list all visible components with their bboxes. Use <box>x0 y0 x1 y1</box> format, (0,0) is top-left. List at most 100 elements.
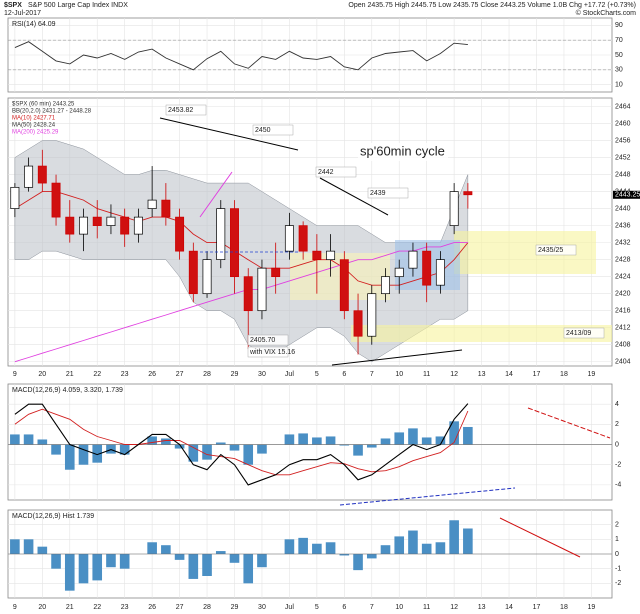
hist-bar <box>353 554 363 571</box>
bollinger-band <box>14 140 469 363</box>
line <box>14 408 469 476</box>
x-tick-label: 19 <box>588 604 596 611</box>
annotation: 2450 <box>255 127 271 134</box>
hist-bar <box>325 436 336 445</box>
annotation: with VIX 15.16 <box>249 349 295 356</box>
quote: Open 2435.75 High 2445.75 Low 2435.75 Cl… <box>348 2 636 9</box>
candle-body <box>463 191 473 196</box>
x-tick-label: 7 <box>370 371 374 378</box>
x-tick-label: 6 <box>342 371 346 378</box>
hist-bar <box>284 539 295 554</box>
annotation: 2405.70 <box>250 337 275 344</box>
hist-bar <box>78 554 89 584</box>
x-tick-label: 23 <box>121 371 129 378</box>
x-tick-label: 13 <box>478 371 486 378</box>
line <box>14 242 468 363</box>
hist-bar <box>421 437 432 445</box>
annotation: 2413/09 <box>566 330 591 337</box>
hist-bar <box>37 546 48 554</box>
hist-bar <box>229 444 240 451</box>
hist-bar <box>64 444 75 470</box>
y-tick-label: 1 <box>615 536 619 543</box>
x-tick-label: 18 <box>560 604 568 611</box>
y-tick-label: 2428 <box>615 256 631 263</box>
candle-body <box>92 216 102 226</box>
hist-bar <box>92 554 103 581</box>
x-tick-label: 13 <box>478 604 486 611</box>
line <box>14 191 469 286</box>
hist-bar <box>202 554 212 576</box>
hist-bar <box>51 554 61 569</box>
candle-body <box>381 276 390 295</box>
x-tick-label: 22 <box>93 604 101 611</box>
x-tick-label: 12 <box>450 604 458 611</box>
annotation: 2442 <box>318 169 334 176</box>
hist-bar <box>435 436 446 445</box>
y-tick-label: 2432 <box>615 239 631 246</box>
x-tick-label: 30 <box>258 371 266 378</box>
symbol: $SPX <box>4 2 22 9</box>
hist-bar <box>257 554 267 568</box>
y-tick-label: 0 <box>615 441 619 448</box>
hist-bar <box>435 542 446 554</box>
hist-bar <box>339 444 350 446</box>
hist-bar <box>257 444 267 454</box>
legend-entry: MA(50) 2428.24 <box>12 123 56 129</box>
candle-body <box>37 165 47 184</box>
legend-entry: $SPX (60 min) 2443.25 <box>12 102 75 108</box>
legend-entry: MA(200) 2425.29 <box>12 130 59 136</box>
candle-body <box>298 225 308 252</box>
hist-bar <box>408 530 418 554</box>
hist-bar <box>463 528 473 554</box>
x-tick-label: 12 <box>450 371 458 378</box>
legend-entry: MA(10) 2427.71 <box>12 116 56 122</box>
x-tick-label: 26 <box>148 371 156 378</box>
x-tick-label: 10 <box>395 604 403 611</box>
y-tick-label: 2460 <box>615 120 631 127</box>
hist-bar <box>10 539 20 554</box>
hist-bar <box>147 542 157 554</box>
annotation-box <box>315 166 357 178</box>
hist-bar <box>312 437 322 445</box>
x-tick-label: 17 <box>533 371 541 378</box>
hist-bar <box>229 554 240 563</box>
hist-bar <box>188 554 199 579</box>
x-tick-label: 14 <box>505 371 513 378</box>
y-tick-label: 2412 <box>615 325 631 332</box>
x-tick-label: 7 <box>370 604 374 611</box>
hist-bar <box>353 444 363 456</box>
candle-body <box>312 250 322 261</box>
date: 12-Jul-2017 <box>4 10 41 17</box>
trend-line <box>319 177 389 216</box>
hist-bar <box>10 434 20 445</box>
y-tick-label: 10 <box>615 81 623 88</box>
hist-bar <box>92 444 103 463</box>
hist-bar <box>23 434 34 445</box>
hist-bar <box>78 444 89 465</box>
y-tick-label: 30 <box>615 67 623 74</box>
panel-label: RSI(14) 64.09 <box>12 21 56 28</box>
hist-bar <box>380 545 391 554</box>
hist-bar <box>147 436 157 445</box>
candle-body <box>230 208 239 278</box>
candle-body <box>326 250 336 261</box>
candle-body <box>10 186 20 209</box>
hist-bar <box>408 428 418 445</box>
x-tick-label: 26 <box>148 604 156 611</box>
x-tick-label: 22 <box>93 371 101 378</box>
last-price-box <box>613 190 640 199</box>
y-tick-label: 2456 <box>615 137 631 144</box>
hist-bar <box>23 539 34 554</box>
x-tick-label: Jul <box>285 604 294 611</box>
trend-line <box>339 487 516 506</box>
x-tick-label: 27 <box>176 371 184 378</box>
candle-body <box>51 182 61 218</box>
hist-bar <box>449 421 459 445</box>
y-tick-label: 0 <box>615 551 619 558</box>
hist-bar <box>51 444 61 455</box>
hist-bar <box>339 554 350 556</box>
x-tick-label: 6 <box>342 604 346 611</box>
x-tick-label: 5 <box>315 371 319 378</box>
x-tick-label: 17 <box>533 604 541 611</box>
x-tick-label: 9 <box>13 604 17 611</box>
